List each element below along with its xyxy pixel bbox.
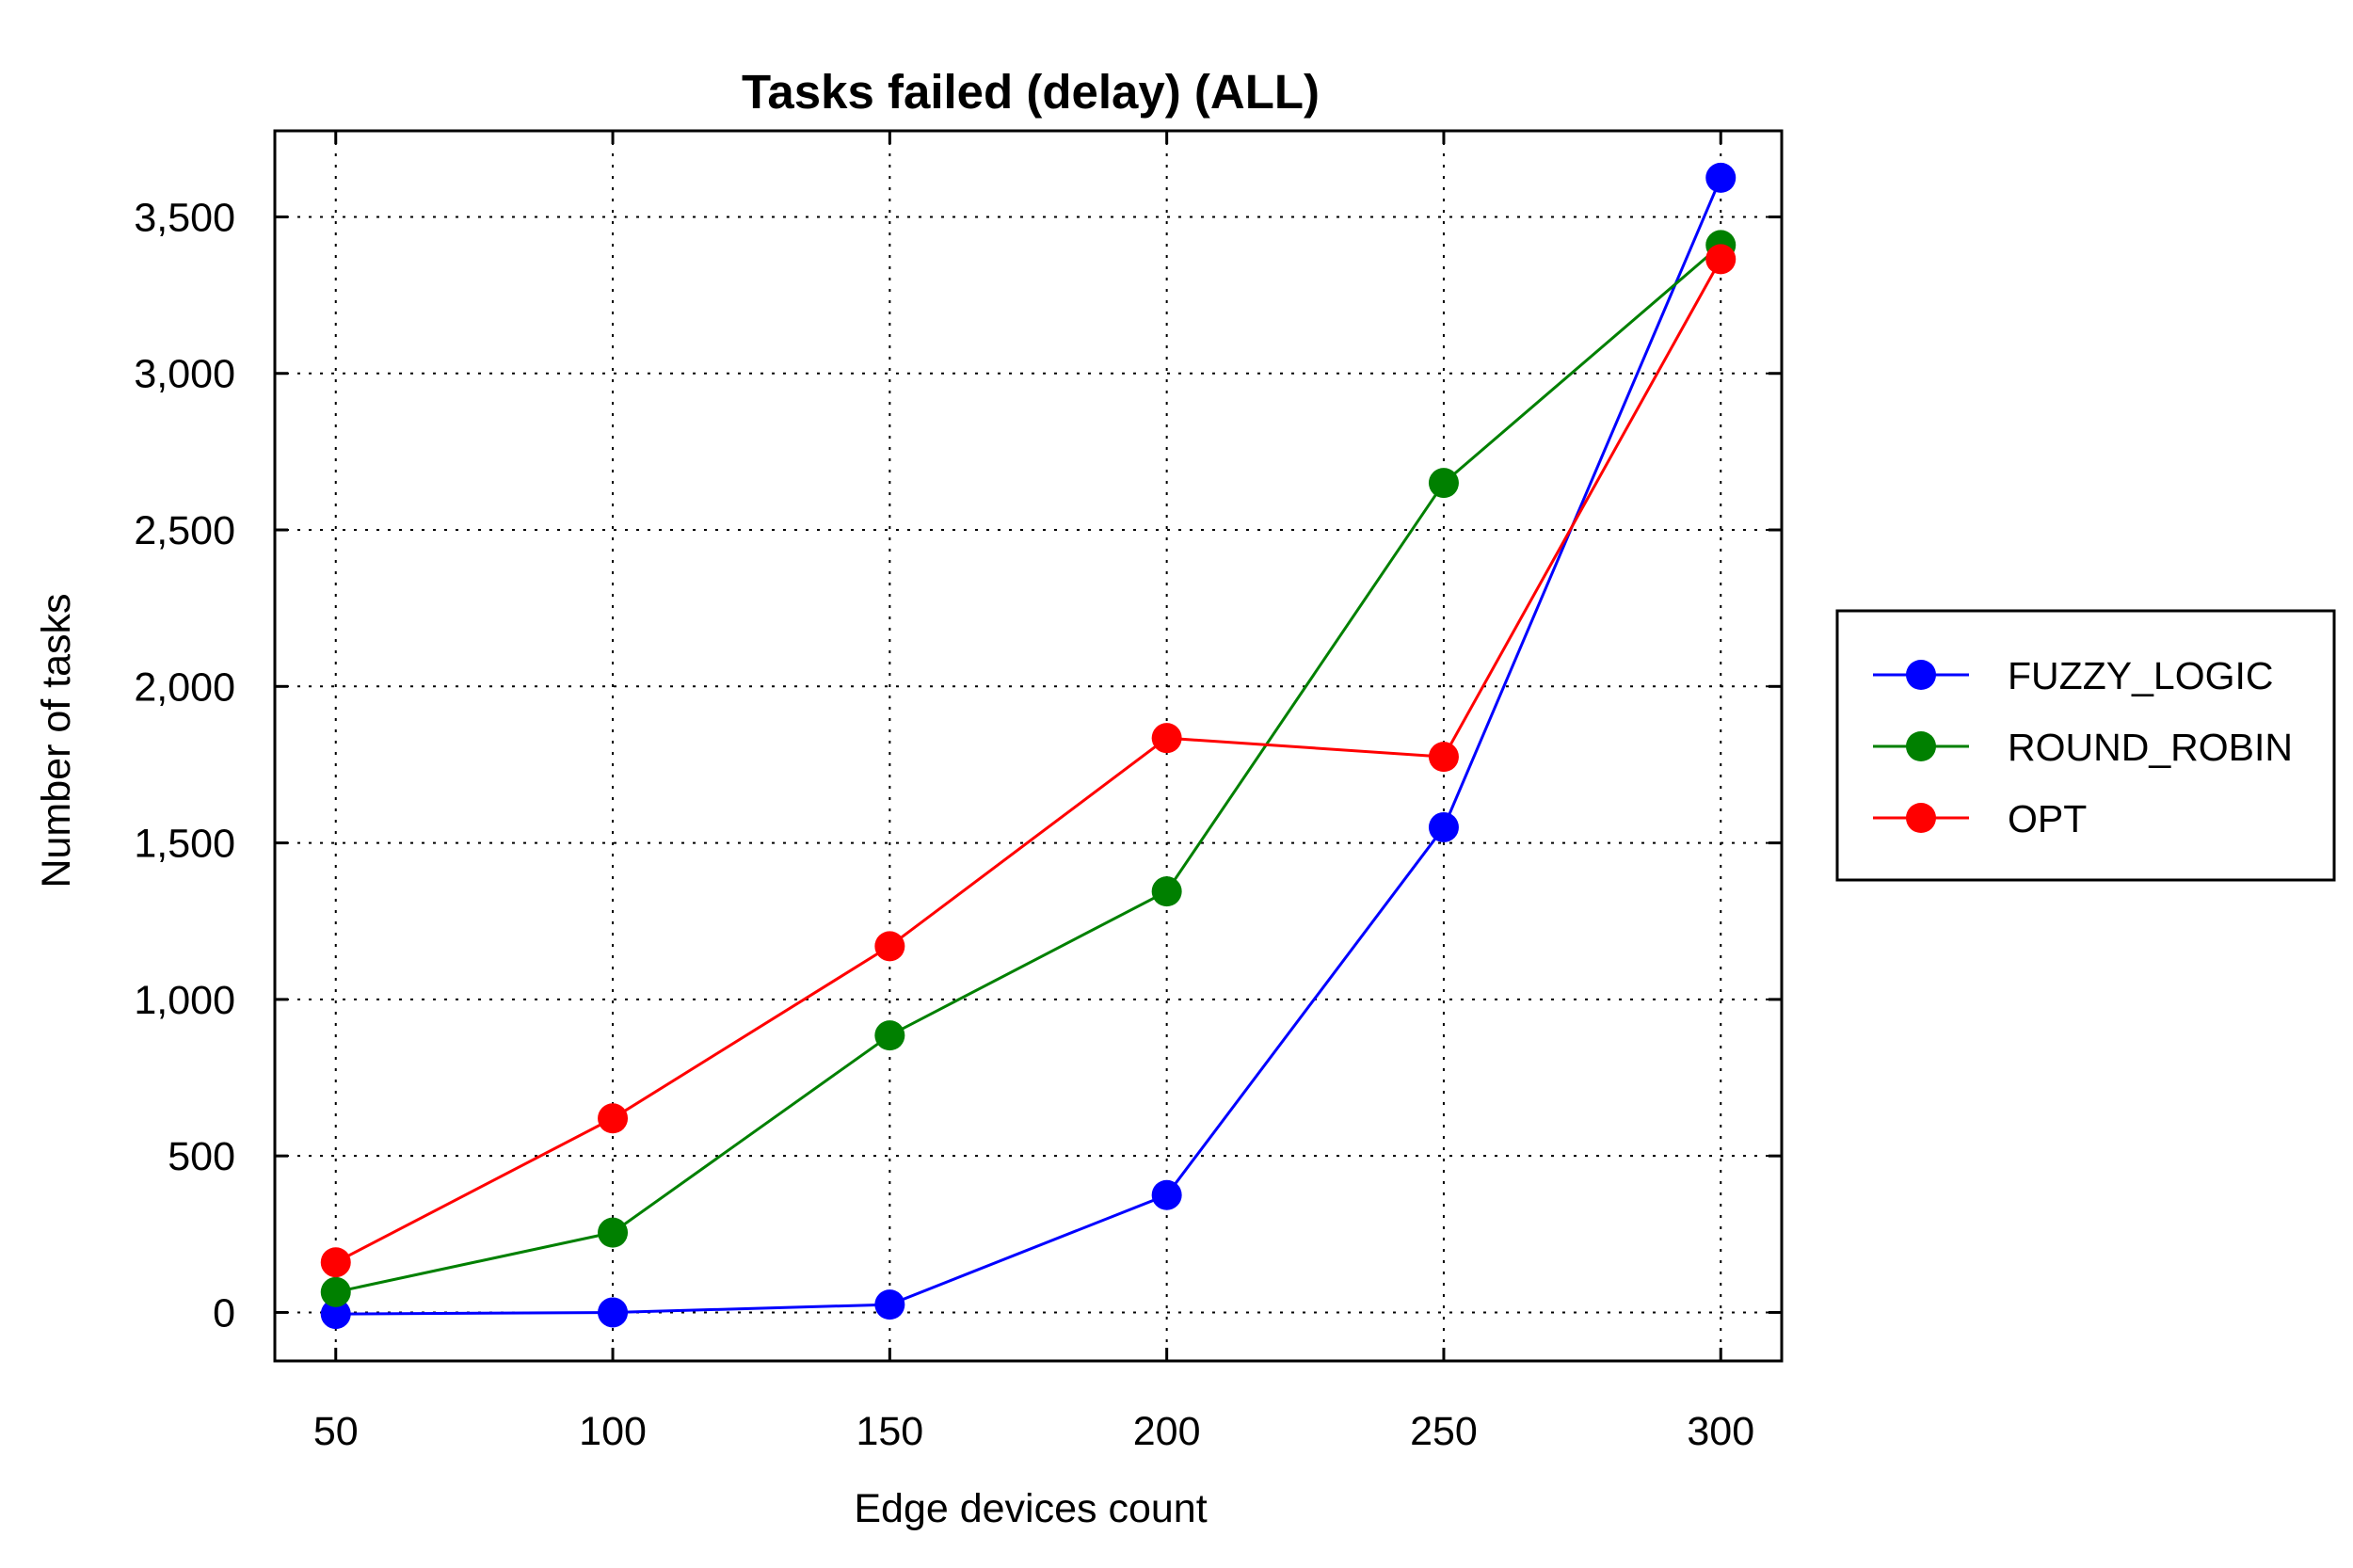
data-point-fuzzy-logic bbox=[598, 1297, 629, 1328]
legend: FUZZY_LOGIC ROUND_ROBIN OPT bbox=[1835, 609, 2336, 882]
y-tick-label: 1,500 bbox=[134, 822, 235, 867]
data-point-round-robin bbox=[598, 1217, 629, 1248]
y-tick-label: 500 bbox=[168, 1134, 235, 1179]
series-layer bbox=[320, 162, 1737, 1330]
data-point-opt bbox=[598, 1103, 629, 1134]
x-axis-label: Edge devices count bbox=[854, 1486, 1207, 1531]
y-tick-label: 3,000 bbox=[134, 352, 235, 397]
data-point-round-robin bbox=[1151, 876, 1182, 907]
x-tick-label: 150 bbox=[856, 1409, 923, 1454]
data-point-round-robin bbox=[320, 1276, 351, 1307]
y-axis-ticks: 0 500 1,000 1,500 2,000 2,500 3,000 3,500 bbox=[134, 195, 1782, 1336]
data-point-opt bbox=[874, 931, 905, 962]
x-tick-label: 200 bbox=[1133, 1409, 1201, 1454]
data-point-fuzzy-logic bbox=[1428, 811, 1459, 842]
data-point-round-robin bbox=[874, 1020, 905, 1051]
series-line-opt bbox=[335, 258, 1722, 1264]
data-point-round-robin bbox=[1428, 468, 1459, 499]
y-tick-label: 1,000 bbox=[134, 978, 235, 1023]
y-tick-label: 0 bbox=[213, 1290, 235, 1336]
y-tick-label: 2,000 bbox=[134, 664, 235, 710]
legend-label-fuzzy-logic: FUZZY_LOGIC bbox=[2008, 654, 2273, 697]
data-point-fuzzy-logic bbox=[1151, 1179, 1182, 1210]
plot-frame bbox=[273, 129, 1784, 1363]
data-point-fuzzy-logic bbox=[320, 1299, 351, 1330]
legend-label-round-robin: ROUND_ROBIN bbox=[2008, 726, 2293, 769]
data-point-opt bbox=[320, 1247, 351, 1278]
x-tick-label: 250 bbox=[1410, 1409, 1478, 1454]
legend-marker-opt bbox=[1906, 803, 1936, 833]
grid bbox=[275, 131, 1782, 1361]
data-point-fuzzy-logic bbox=[874, 1289, 905, 1320]
legend-marker-round-robin bbox=[1906, 731, 1936, 761]
legend-label-opt: OPT bbox=[2008, 797, 2087, 840]
series-line-fuzzy-logic bbox=[335, 177, 1722, 1316]
y-axis-label: Number of tasks bbox=[34, 593, 79, 888]
chart-title: Tasks failed (delay) (ALL) bbox=[742, 65, 1320, 119]
data-point-opt bbox=[1705, 244, 1737, 275]
series-line-round-robin bbox=[335, 244, 1722, 1294]
data-point-opt bbox=[1428, 742, 1459, 773]
legend-items: FUZZY_LOGIC ROUND_ROBIN OPT bbox=[1873, 654, 2293, 840]
data-point-opt bbox=[1151, 723, 1182, 754]
legend-marker-fuzzy-logic bbox=[1906, 660, 1936, 690]
x-tick-label: 100 bbox=[579, 1409, 647, 1454]
x-tick-label: 300 bbox=[1687, 1409, 1754, 1454]
x-axis-ticks: 50 100 150 200 250 300 bbox=[313, 131, 1754, 1454]
data-point-fuzzy-logic bbox=[1705, 162, 1737, 193]
x-tick-label: 50 bbox=[313, 1409, 359, 1454]
y-tick-label: 2,500 bbox=[134, 508, 235, 553]
y-tick-label: 3,500 bbox=[134, 195, 235, 240]
